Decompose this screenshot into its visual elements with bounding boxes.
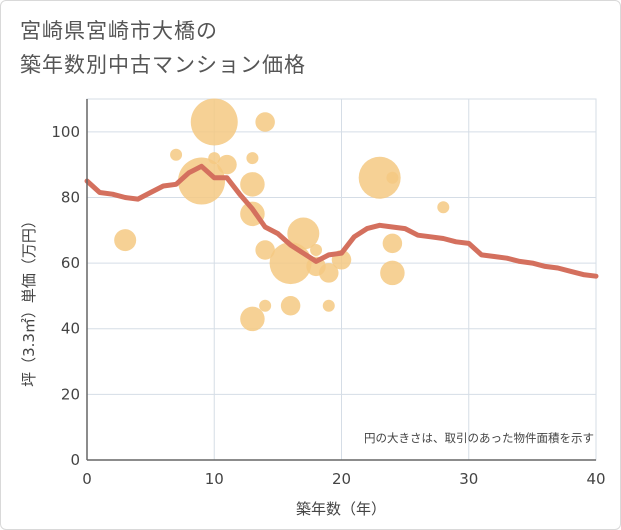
- bubble-size-note: 円の大きさは、取引のあった物件面積を示す: [364, 431, 594, 445]
- chart-title: 宮崎県宮崎市大橋の 築年数別中古マンション価格: [20, 14, 306, 82]
- bubble-point: [190, 98, 238, 146]
- bubble-point: [382, 233, 403, 254]
- bubble-point: [178, 157, 226, 205]
- chart-title-line-2: 築年数別中古マンション価格: [20, 53, 306, 77]
- y-tick-label: 0: [70, 451, 80, 469]
- bubble-point: [255, 240, 275, 260]
- trend-line: [84, 163, 599, 279]
- bubble-point: [217, 154, 237, 175]
- y-tick-label: 100: [51, 123, 80, 141]
- x-tick-label: 30: [459, 470, 478, 488]
- bubble-point: [255, 112, 275, 132]
- bubble-point: [310, 243, 323, 256]
- bubble-point: [322, 299, 335, 312]
- bubble-point: [437, 201, 450, 214]
- bubble-point: [240, 306, 265, 332]
- bubble-point: [386, 171, 399, 184]
- bubble-point: [280, 296, 301, 316]
- bubble-point: [287, 217, 320, 250]
- bubble-point: [319, 263, 339, 283]
- x-tick-label: 0: [82, 470, 92, 488]
- bubble-point: [170, 148, 183, 161]
- bubble-point: [259, 299, 272, 312]
- x-tick-label: 40: [586, 470, 605, 488]
- y-tick-label: 80: [61, 188, 80, 206]
- chart-title-line-1: 宮崎県宮崎市大橋の: [20, 19, 218, 43]
- y-axis-title: 坪（3.3㎡）単価（万円）: [20, 213, 38, 387]
- bubble-series: [114, 98, 450, 332]
- y-tick-label: 60: [61, 254, 80, 272]
- y-tick-label: 40: [61, 320, 80, 338]
- x-tick-label: 10: [205, 470, 224, 488]
- y-tick-labels: 0 20 40 60 80 100: [51, 123, 80, 469]
- y-tick-label: 20: [61, 385, 80, 403]
- bubble-point: [208, 152, 221, 165]
- x-tick-label: 20: [332, 470, 351, 488]
- bubble-point: [114, 229, 137, 252]
- x-axis-title: 築年数（年）: [296, 500, 386, 518]
- bubble-point: [240, 172, 265, 197]
- bubble-point: [246, 152, 259, 165]
- bubble-point: [380, 260, 405, 286]
- x-tick-labels: 0 10 20 30 40: [82, 470, 605, 488]
- bubble-point: [358, 156, 401, 199]
